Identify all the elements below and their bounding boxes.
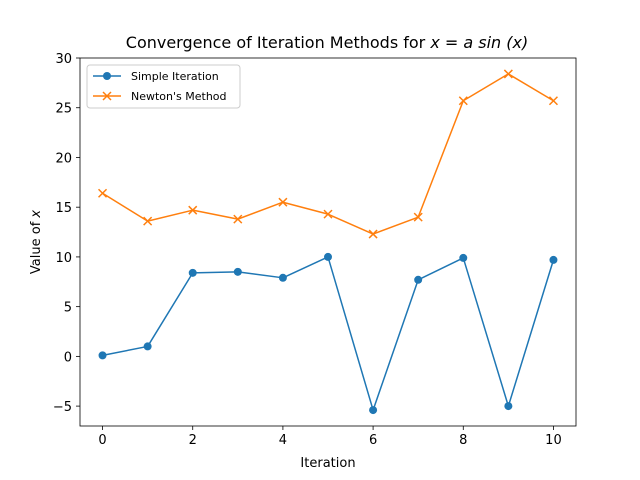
y-tick-label: 15: [55, 201, 72, 216]
y-tick-label: 0: [64, 350, 72, 365]
x-tick-label: 4: [279, 433, 287, 448]
y-tick-label: 30: [55, 52, 72, 67]
y-tick-label: 20: [55, 151, 72, 166]
data-point: [458, 96, 468, 106]
legend-label: Simple Iteration: [131, 70, 219, 83]
data-point: [233, 267, 242, 276]
data-point: [188, 205, 198, 215]
chart-title: Convergence of Iteration Methods for x =…: [126, 33, 528, 52]
series-0: [98, 252, 558, 415]
y-tick-label: 5: [64, 301, 72, 316]
x-axis-ticks: 0 2 4 6 8 10: [98, 426, 562, 448]
y-axis-label: Value of x: [29, 210, 44, 275]
data-point: [414, 275, 423, 284]
data-point: [459, 253, 468, 262]
y-tick-label: −5: [53, 400, 72, 415]
series-1: [98, 69, 558, 239]
data-point: [278, 273, 287, 282]
data-point: [278, 197, 288, 207]
data-point: [143, 342, 152, 351]
x-tick-label: 8: [459, 433, 467, 448]
data-point: [368, 229, 378, 239]
data-point: [98, 188, 108, 198]
data-point: [504, 402, 513, 411]
x-tick-label: 6: [369, 433, 377, 448]
data-point: [233, 214, 243, 224]
data-point: [413, 212, 423, 222]
legend-box: [86, 64, 241, 109]
x-axis-label: Iteration: [300, 456, 355, 471]
legend-label: Newton's Method: [131, 90, 227, 103]
x-tick-label: 2: [189, 433, 197, 448]
data-point: [369, 406, 378, 415]
y-tick-label: 25: [55, 102, 72, 117]
x-tick-label: 0: [98, 433, 106, 448]
data-point: [503, 69, 513, 79]
data-point: [98, 351, 107, 360]
plot-area: [79, 57, 577, 427]
legend: Simple Iteration Newton's Method: [86, 64, 241, 109]
legend-marker: [103, 72, 111, 80]
data-point: [323, 209, 333, 219]
axes-frame: [79, 57, 577, 427]
data-point: [143, 216, 153, 226]
data-point: [324, 252, 332, 261]
legend-marker: [102, 91, 112, 101]
data-point: [549, 255, 558, 264]
legend-entry: Newton's Method: [93, 90, 227, 103]
y-axis-ticks: −5 0 5 10 15 20 25 30: [53, 52, 80, 415]
data-point: [188, 268, 197, 277]
legend-entry: Simple Iteration: [93, 70, 219, 83]
y-tick-label: 10: [55, 251, 72, 266]
data-point: [548, 96, 558, 106]
x-tick-label: 10: [545, 433, 562, 448]
